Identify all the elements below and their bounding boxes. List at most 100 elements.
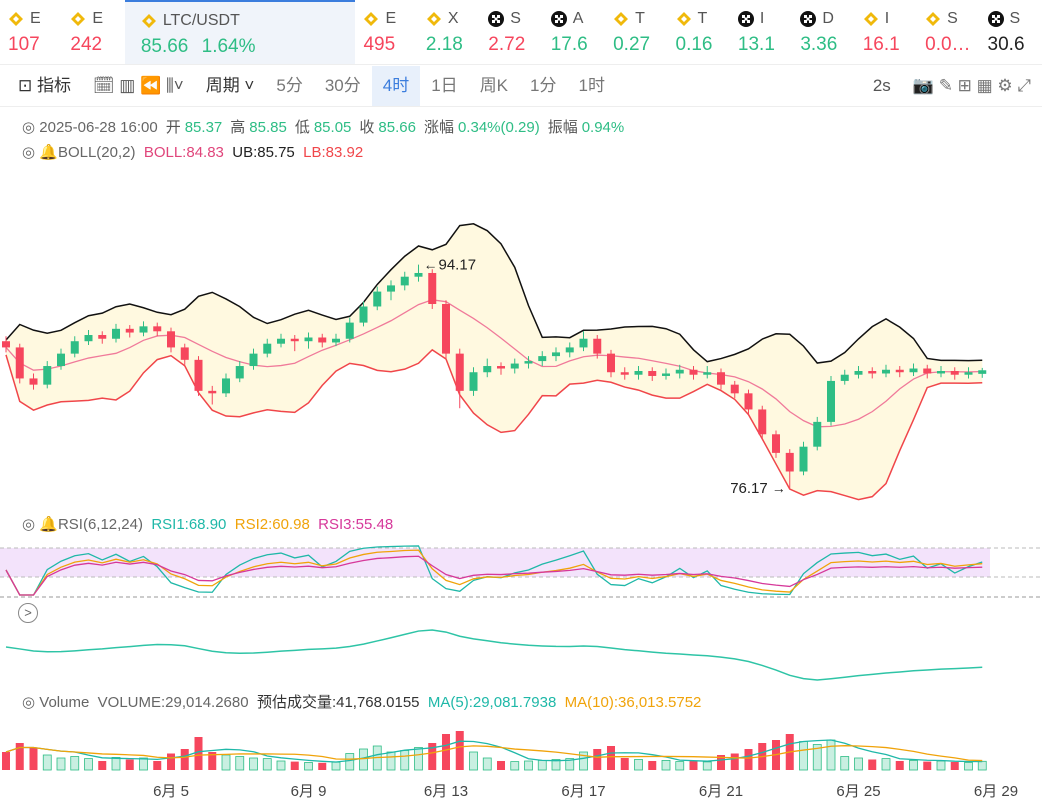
x-tick-label: 6月 13	[424, 783, 468, 800]
candle-body	[387, 285, 395, 292]
arrow: →	[772, 480, 786, 496]
ticker[interactable]: S 0.0…	[917, 0, 979, 64]
volume-bar	[812, 744, 822, 771]
candle-body	[139, 326, 148, 333]
ticker[interactable]: S 30.6	[980, 0, 1042, 64]
volume-bar	[42, 754, 52, 771]
label: RSI(6,12,24)	[57, 516, 143, 533]
boll-header: ◎ 🔔BOLL(20,2) BOLL:84.83 UB:85.75 LB:83.…	[22, 144, 364, 161]
candle-body	[442, 304, 450, 354]
candle-body	[345, 322, 354, 339]
candle-body	[524, 361, 533, 364]
candle-body	[318, 337, 327, 343]
candle-body	[125, 328, 134, 333]
candle-body	[813, 421, 822, 447]
ticker[interactable]: A 17.6	[543, 0, 605, 64]
tool-icons: 📷 ✎ ⊞ ▦ ⚙ ⤢	[912, 76, 1031, 95]
candle-body	[84, 335, 93, 342]
volume-bar	[648, 761, 657, 770]
candle-body	[978, 370, 987, 374]
candle-body	[607, 353, 615, 373]
interval[interactable]: 30分	[324, 76, 361, 95]
volume-bar	[661, 760, 671, 771]
candle-body	[552, 352, 560, 357]
period-button[interactable]: 周期 ˅	[205, 76, 255, 95]
ticker-symbol: D	[822, 10, 834, 27]
boll-lb: LB:83.92	[303, 144, 364, 161]
rsi-band	[0, 548, 990, 577]
icon	[488, 11, 505, 27]
ticker-symbol: I	[884, 10, 890, 27]
rsi2: RSI2:60.98	[234, 516, 310, 533]
candle-body	[249, 353, 258, 367]
ticker[interactable]: T 0.27	[605, 0, 667, 64]
volume-bar	[111, 757, 121, 771]
ticker-price: 495	[363, 34, 417, 56]
ticker[interactable]: E 107	[0, 0, 62, 64]
volume-bar	[964, 762, 973, 771]
ticker[interactable]: D 3.36	[792, 0, 854, 64]
interval[interactable]: 1时	[578, 76, 605, 95]
icons: 🗓 ▥ ⏪ ⫼˅	[92, 76, 184, 95]
refresh[interactable]: 2s	[872, 76, 891, 95]
field-label: 开	[165, 119, 181, 136]
volume-bar	[139, 757, 148, 771]
candle-body	[717, 372, 725, 385]
price: 0.0…	[925, 34, 971, 55]
ticker[interactable]: T 0.16	[668, 0, 730, 64]
rsi-line	[5, 549, 983, 596]
candle-body	[222, 378, 230, 394]
volume-bar	[510, 761, 520, 771]
volume-bar	[345, 753, 355, 771]
interval[interactable]: 1日	[431, 76, 458, 95]
volume-bar	[180, 749, 189, 770]
interval[interactable]: 4时	[371, 66, 421, 106]
icon	[426, 12, 441, 26]
volume-bar	[442, 734, 450, 770]
volume-bar	[98, 761, 107, 770]
ticker-symbol: X	[447, 10, 459, 27]
interval[interactable]: 1分	[530, 76, 557, 95]
ticker[interactable]: I 16.1	[855, 0, 917, 64]
ticker[interactable]: S 2.72	[480, 0, 542, 64]
ticker[interactable]: I 13.1	[730, 0, 792, 64]
candle-body	[29, 378, 38, 385]
candle-body	[43, 366, 52, 385]
icon	[141, 14, 156, 28]
ticker[interactable]: LTC/USDT 85.66 1.64%	[124, 0, 356, 64]
ticker[interactable]: X 2.18	[418, 0, 480, 64]
candle-body	[208, 390, 217, 394]
volume-bar	[524, 760, 533, 771]
ticker-symbol: T	[635, 10, 645, 27]
expand-button[interactable]: >	[18, 603, 38, 623]
volume-bar	[977, 760, 987, 771]
candle-body	[469, 372, 478, 391]
ticker-name: A	[550, 8, 605, 30]
ticker-bar: E 107 E 242 LTC/USDT 85.66 1.64% E 495 X 2.18 S 2.7…	[0, 0, 1042, 65]
candle-body	[579, 338, 588, 348]
candle-body	[235, 366, 244, 379]
candle-body	[455, 353, 464, 391]
x-tick-label: 6月 5	[153, 783, 189, 800]
x-tick-label: 6月 29	[974, 783, 1018, 800]
ticker-name: E	[8, 8, 62, 30]
ticker[interactable]: E 495	[355, 0, 417, 64]
candle-body	[57, 353, 65, 367]
interval[interactable]: 周K	[479, 76, 509, 95]
volume-ma	[5, 745, 983, 762]
label: Volume	[39, 694, 90, 711]
interval[interactable]: 5分	[276, 76, 303, 95]
volume-bar	[620, 758, 629, 770]
candle-body	[634, 371, 643, 375]
ticker[interactable]: E 242	[62, 0, 124, 64]
indicator-button[interactable]: ⊡ 指标	[18, 76, 71, 95]
volume-bar	[744, 749, 753, 770]
icon	[550, 11, 567, 27]
volume-bar	[2, 752, 10, 770]
volume-bar	[386, 751, 396, 771]
ticker-symbol: LTC/USDT	[162, 12, 240, 29]
x-tick-label: 6月 25	[836, 783, 880, 800]
volume-bar	[221, 754, 231, 771]
candle-body	[703, 372, 712, 375]
